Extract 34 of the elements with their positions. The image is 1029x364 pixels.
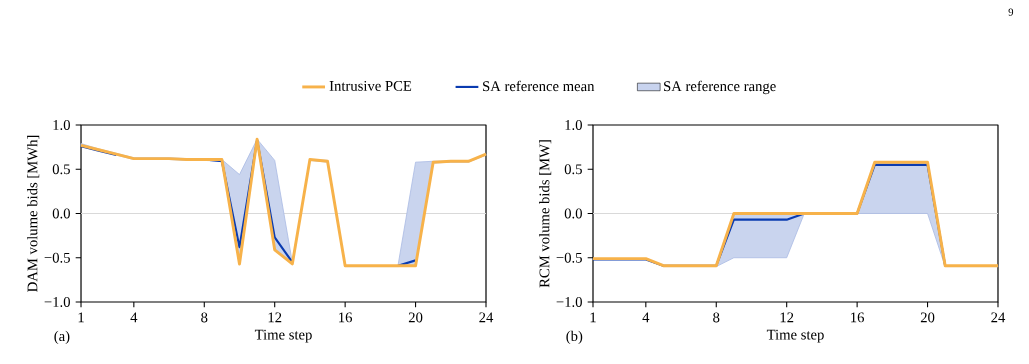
y-tick-label: −0.5	[44, 252, 70, 263]
y-tick-label: 1.0	[565, 120, 582, 130]
y-tick-label: −1.0	[44, 297, 70, 307]
x-axis-title: Time step	[766, 329, 824, 343]
legend-label: Intrusive PCE	[329, 81, 412, 91]
y-tick-label: 0.5	[52, 164, 70, 175]
legend-label: SA reference range	[664, 80, 776, 95]
text: (a)	[54, 330, 70, 345]
y-axis-title: RCM volume bids [MW]	[539, 140, 552, 288]
x-tick-label: 1	[78, 312, 84, 323]
y-axis-title: DAM volume bids [MWh]	[27, 135, 40, 292]
y-tick-label: −1.0	[556, 297, 582, 307]
x-tick-label: 12	[268, 312, 282, 323]
x-tick-label: 8	[201, 312, 208, 323]
x-tick-label: 24	[991, 312, 1006, 323]
text: (b)	[566, 330, 583, 345]
legend-label: SA reference mean	[483, 80, 595, 92]
x-tick-label: 20	[920, 312, 935, 323]
x-tick-label: 4	[642, 312, 650, 323]
y-tick-label: 1.0	[53, 120, 70, 130]
x-tick-label: 16	[339, 312, 353, 323]
y-tick-label: 0.5	[564, 164, 582, 175]
x-tick-label: 20	[408, 312, 423, 323]
x-tick-label: 24	[479, 312, 494, 323]
text: 9	[1008, 8, 1014, 16]
y-tick-label: 0.0	[52, 208, 70, 219]
x-axis-title: Time step	[254, 329, 312, 343]
y-tick-label: 0.0	[564, 208, 582, 219]
x-tick-label: 1	[590, 312, 596, 323]
x-tick-label: 8	[713, 312, 720, 323]
x-tick-label: 12	[780, 312, 794, 323]
y-tick-label: −0.5	[556, 252, 582, 263]
x-tick-label: 16	[851, 312, 865, 323]
x-tick-label: 4	[130, 312, 138, 323]
